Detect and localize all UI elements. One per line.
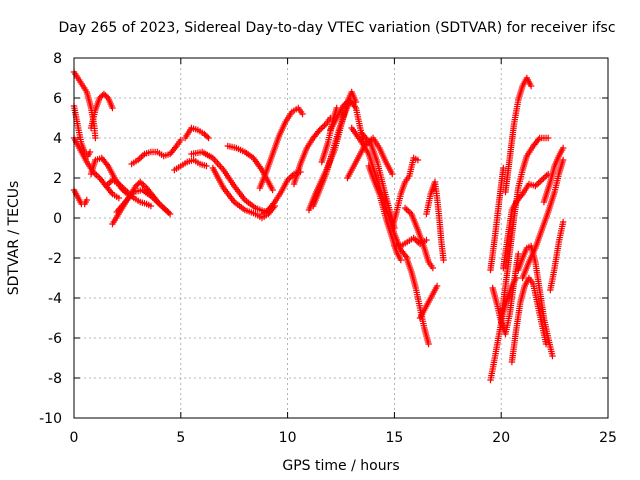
data-point — [321, 122, 328, 129]
series-t31 — [416, 282, 441, 322]
data-point — [542, 340, 550, 348]
series-t37 — [500, 170, 552, 272]
plot-frame — [73, 57, 609, 419]
series-t3 — [70, 134, 123, 202]
data-point — [205, 134, 212, 142]
series-t11 — [171, 156, 210, 174]
series-t5 — [87, 90, 116, 132]
data-point — [559, 144, 567, 152]
data-point — [405, 207, 412, 215]
data-point — [333, 104, 340, 112]
data-point — [536, 178, 544, 185]
x-axis-label: GPS time / hours — [282, 458, 399, 474]
data-point — [147, 202, 155, 210]
data-point — [319, 123, 327, 131]
y-axis-label: SDTVAR / TECUs — [6, 181, 22, 296]
data-point — [544, 134, 552, 142]
series-t30 — [401, 204, 437, 272]
data-point — [549, 352, 556, 360]
data-point — [397, 256, 405, 264]
data-point — [533, 181, 541, 188]
data-point — [103, 93, 110, 100]
series-t41 — [519, 156, 567, 282]
y-tick-label: 6 — [53, 91, 62, 107]
data-point — [414, 156, 422, 164]
series-t27 — [389, 154, 422, 232]
series-t34 — [487, 164, 507, 274]
data-point — [94, 173, 102, 180]
y-tick-label: -2 — [48, 251, 62, 267]
data-point — [403, 206, 410, 213]
data-point — [115, 194, 123, 202]
y-tick-label: -8 — [48, 371, 62, 387]
series-t32 — [423, 178, 447, 264]
data-point — [86, 148, 94, 156]
x-tick-label: 10 — [279, 430, 297, 446]
data-point — [287, 173, 295, 181]
series-t12 — [181, 124, 212, 142]
x-tick-label: 25 — [599, 430, 617, 446]
data-marks — [70, 68, 567, 384]
series-t42 — [540, 144, 567, 206]
series-t22 — [327, 96, 368, 150]
data-point — [440, 256, 447, 264]
data-point — [527, 82, 535, 90]
data-point — [138, 180, 146, 187]
y-tick-label: -6 — [48, 331, 62, 347]
series-t10 — [128, 136, 184, 168]
series-t2 — [70, 68, 99, 142]
series-t14 — [209, 164, 278, 222]
series-t18 — [290, 114, 334, 188]
y-tick-label: 8 — [53, 51, 62, 67]
data-point — [203, 133, 211, 140]
x-tick-label: 0 — [70, 430, 79, 446]
series-t16 — [258, 168, 304, 218]
data-point — [83, 196, 91, 204]
x-tick-label: 20 — [492, 430, 510, 446]
series-t20 — [310, 98, 353, 210]
data-point — [92, 134, 99, 142]
data-point — [93, 171, 100, 179]
data-point — [177, 136, 184, 144]
data-point — [500, 164, 507, 172]
data-point — [164, 208, 172, 216]
data-point — [429, 264, 437, 272]
data-point — [541, 173, 549, 181]
series-t17 — [256, 104, 306, 192]
tick-labels: 0 5 10 15 20 25 -10 -8 -6 -4 -2 0 2 4 6 8 — [39, 51, 617, 446]
data-point — [299, 110, 306, 118]
data-point — [401, 204, 409, 212]
series-t9 — [113, 186, 172, 216]
x-tick-label: 15 — [385, 430, 403, 446]
data-point — [559, 218, 567, 226]
series-t38 — [502, 74, 535, 196]
y-tick-label: 2 — [53, 171, 62, 187]
data-point — [540, 175, 547, 182]
series-t40 — [508, 274, 550, 366]
data-point — [318, 125, 325, 132]
x-tick-label: 5 — [176, 430, 185, 446]
chart-title: Day 265 of 2023, Sidereal Day-to-day VTE… — [58, 20, 615, 36]
y-tick-label: 4 — [53, 131, 62, 147]
data-point — [109, 104, 116, 112]
y-tick-label: 0 — [53, 211, 62, 227]
data-point — [412, 236, 419, 243]
data-point — [138, 153, 145, 161]
data-point — [515, 250, 522, 258]
data-point — [203, 162, 210, 170]
data-point — [425, 340, 432, 348]
data-point — [433, 282, 441, 290]
series-t43 — [547, 218, 567, 294]
data-point — [389, 170, 396, 178]
y-tick-label: -4 — [48, 291, 62, 307]
data-point — [559, 156, 567, 164]
y-tick-label: -10 — [39, 411, 62, 427]
series-t13 — [188, 148, 276, 216]
data-point — [269, 186, 276, 194]
